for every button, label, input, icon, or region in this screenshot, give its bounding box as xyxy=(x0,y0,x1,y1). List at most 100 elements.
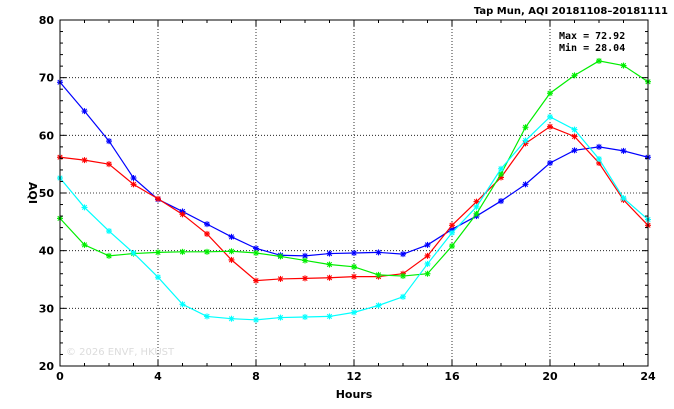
point-marker-stroke xyxy=(277,276,284,282)
data-point xyxy=(375,249,382,256)
data-point xyxy=(179,248,186,255)
point-marker-stroke xyxy=(522,181,529,187)
point-marker-stroke xyxy=(424,253,431,259)
data-point xyxy=(522,181,529,188)
max-annotation: Max = 72.92 xyxy=(559,31,625,42)
data-point xyxy=(326,274,333,281)
point-marker-stroke xyxy=(204,313,210,320)
data-point xyxy=(228,233,235,240)
min-annotation: Min = 28.04 xyxy=(559,42,625,54)
data-point xyxy=(130,181,137,188)
point-marker-stroke xyxy=(130,250,137,256)
point-marker-stroke xyxy=(106,228,112,234)
point-marker-stroke xyxy=(155,274,161,280)
data-point xyxy=(400,273,406,280)
data-point xyxy=(253,249,259,256)
data-point xyxy=(498,198,504,205)
point-marker-stroke xyxy=(228,248,235,254)
data-point xyxy=(547,90,553,97)
series-line xyxy=(59,81,649,257)
point-marker-stroke xyxy=(130,181,137,187)
point-marker-stroke xyxy=(522,124,529,130)
point-marker-stroke xyxy=(106,161,112,167)
data-point xyxy=(106,138,112,145)
data-point xyxy=(522,124,529,131)
data-point xyxy=(228,256,235,263)
series-layer xyxy=(57,57,651,323)
point-marker-stroke xyxy=(326,275,333,281)
data-point xyxy=(522,137,529,144)
data-point xyxy=(571,72,578,79)
point-marker-stroke xyxy=(277,314,284,321)
data-point xyxy=(596,155,602,162)
y-axis-title: AQI xyxy=(26,182,39,204)
point-marker-stroke xyxy=(351,309,357,316)
point-marker-stroke xyxy=(106,253,112,259)
point-marker-stroke xyxy=(547,114,553,120)
data-point xyxy=(547,113,553,120)
data-point xyxy=(302,257,308,264)
point-marker-stroke xyxy=(81,242,88,248)
data-point xyxy=(547,123,553,130)
point-marker-stroke xyxy=(375,272,382,278)
point-marker-stroke xyxy=(277,253,284,260)
data-point xyxy=(449,222,455,229)
point-marker-stroke xyxy=(204,249,210,255)
data-point xyxy=(424,260,431,267)
data-point xyxy=(498,165,504,172)
data-point xyxy=(620,195,627,202)
data-point xyxy=(498,170,504,177)
point-marker-stroke xyxy=(424,242,431,248)
point-marker-stroke xyxy=(228,257,235,263)
point-marker-stroke xyxy=(571,126,578,133)
point-marker-stroke xyxy=(375,249,382,256)
point-marker-stroke xyxy=(596,144,602,150)
data-point xyxy=(204,230,210,237)
data-point xyxy=(179,211,186,218)
data-point xyxy=(620,62,627,69)
data-point xyxy=(351,249,357,256)
point-marker-stroke xyxy=(375,302,382,309)
point-marker-stroke xyxy=(400,273,406,279)
data-point xyxy=(620,147,627,154)
data-point xyxy=(204,221,210,228)
data-point xyxy=(277,253,284,260)
x-axis-title: Hours xyxy=(336,388,373,401)
point-marker-stroke xyxy=(106,138,112,144)
data-point xyxy=(277,314,284,321)
data-point xyxy=(81,108,88,115)
point-marker-stroke xyxy=(449,243,455,249)
point-marker-stroke xyxy=(351,264,357,270)
point-marker-stroke xyxy=(253,245,259,251)
data-point xyxy=(204,248,210,255)
point-marker-stroke xyxy=(424,261,431,267)
point-marker-stroke xyxy=(179,211,186,217)
point-marker-stroke xyxy=(179,249,186,255)
axis-ticks: 0 4 8 12 16 20 24 20 30 40 50 60 70 80 xyxy=(39,14,656,383)
data-point xyxy=(302,275,308,282)
data-point xyxy=(424,252,431,259)
x-tick-label: 24 xyxy=(640,370,656,383)
x-tick-label: 12 xyxy=(346,370,361,383)
y-tick-label: 30 xyxy=(39,302,55,315)
point-marker-stroke xyxy=(449,230,455,236)
point-marker-stroke xyxy=(253,317,259,323)
data-point xyxy=(351,263,357,270)
data-point xyxy=(277,275,284,282)
point-marker-stroke xyxy=(547,160,553,166)
point-marker-stroke xyxy=(620,195,627,201)
data-point xyxy=(326,313,333,320)
point-marker-stroke xyxy=(228,316,235,322)
y-tick-label: 40 xyxy=(39,245,55,258)
data-point xyxy=(424,241,431,248)
point-marker-stroke xyxy=(155,196,161,202)
data-point xyxy=(473,198,480,205)
data-point xyxy=(473,203,480,210)
data-point xyxy=(155,274,161,281)
point-marker-stroke xyxy=(571,147,578,153)
series-1 xyxy=(57,79,651,259)
data-point xyxy=(547,160,553,167)
data-point xyxy=(204,313,210,320)
data-point xyxy=(326,261,333,268)
data-point xyxy=(351,273,357,280)
